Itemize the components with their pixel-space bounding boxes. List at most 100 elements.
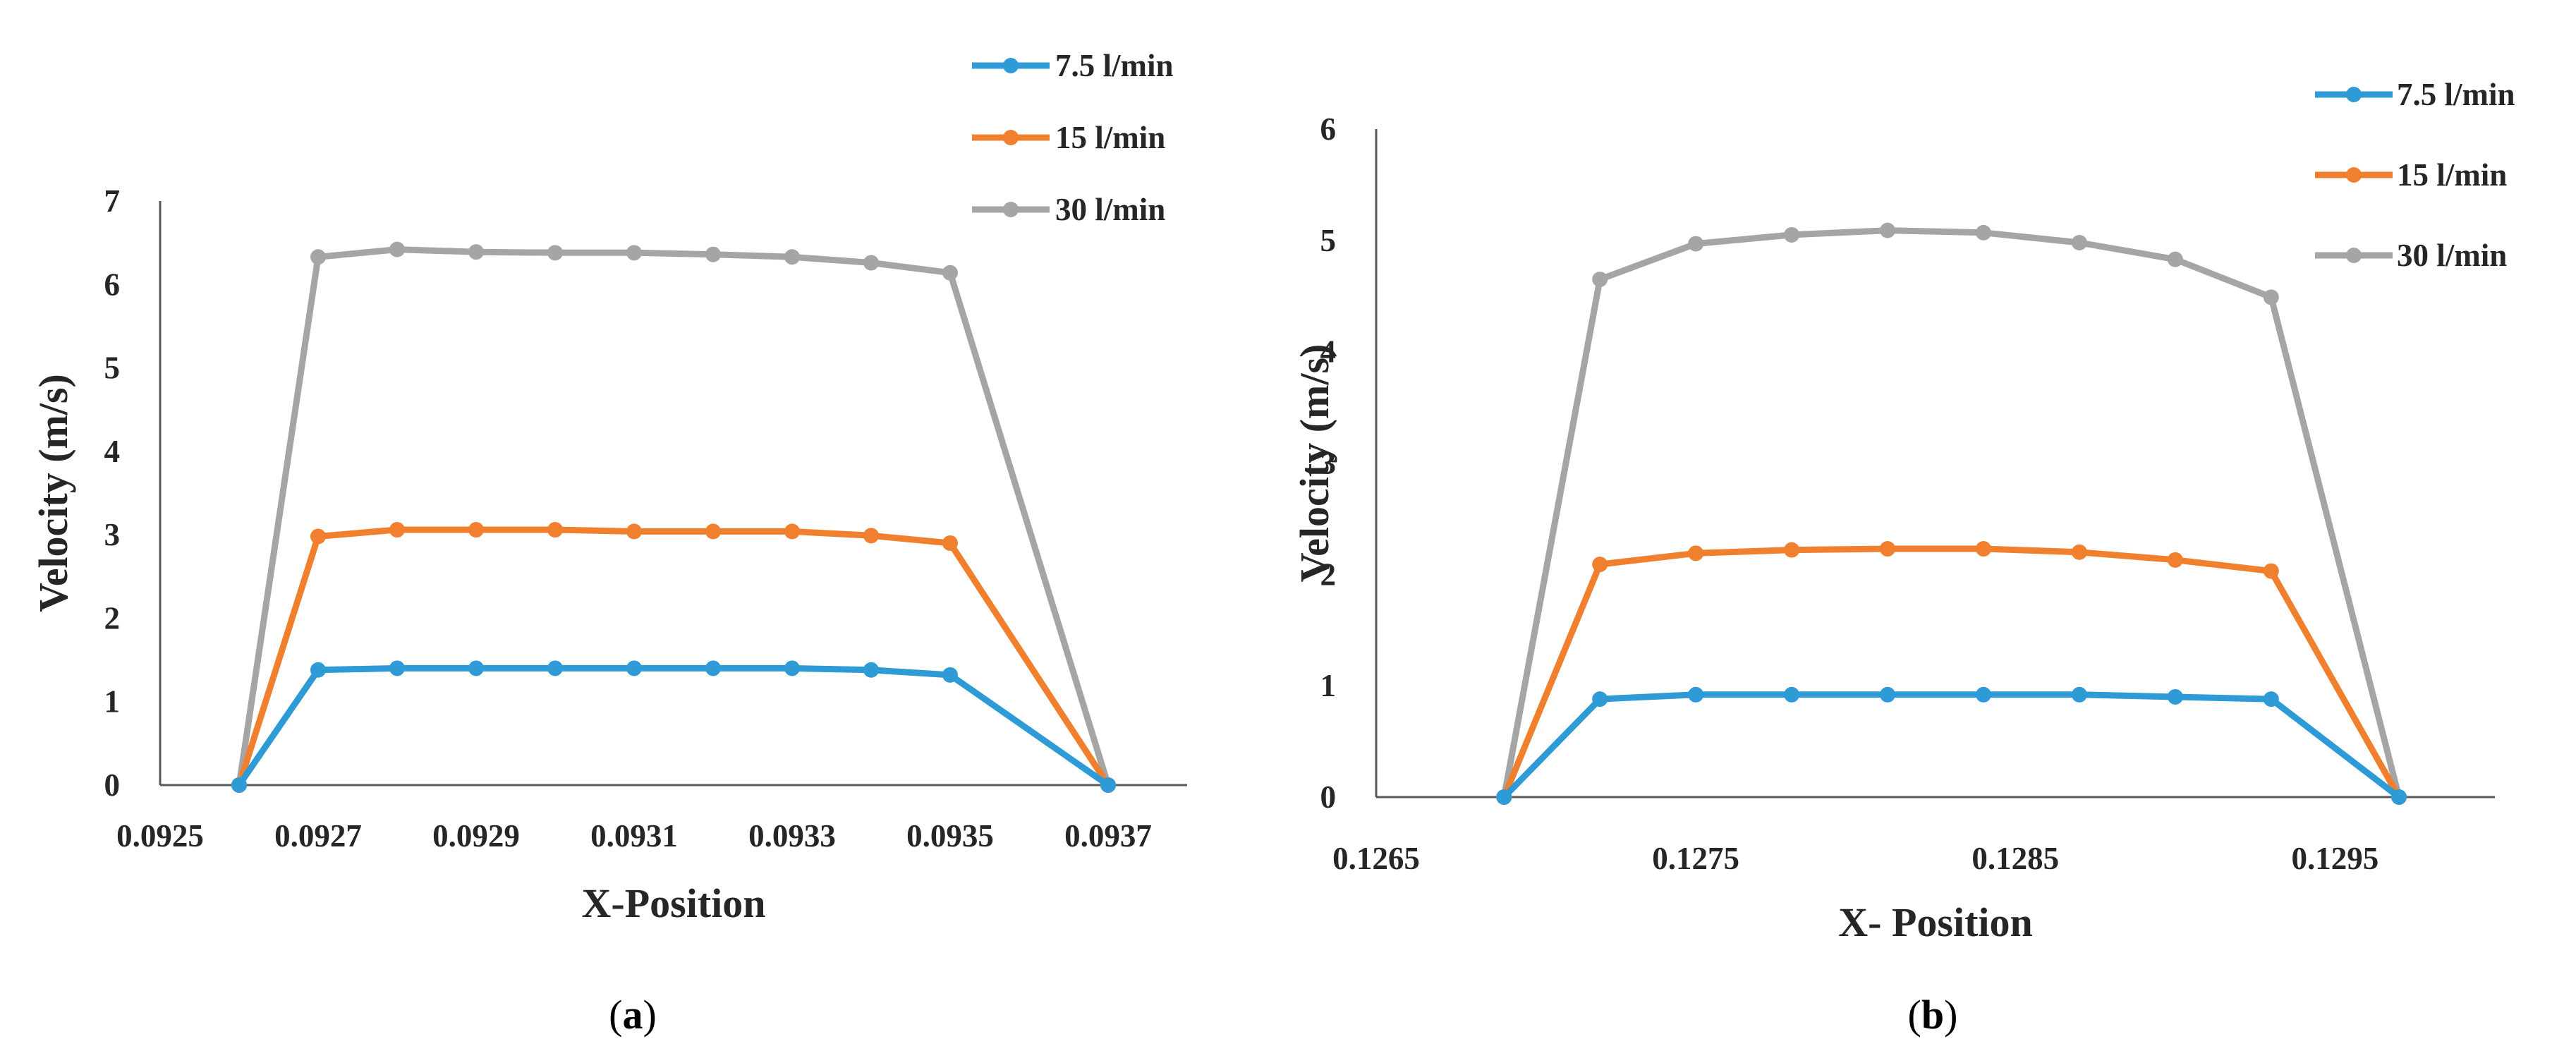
chart1-y-tick-label-5: 5 (1320, 223, 1337, 258)
chart0-series-1-point-6 (705, 523, 721, 540)
chart0-series-1-point-2 (389, 522, 405, 538)
chart0-x-tick-label-0: 0.0925 (116, 818, 204, 854)
chart0-series-1-point-8 (863, 528, 879, 544)
chart0-series-2-point-2 (389, 241, 405, 257)
chart0-x-tick-label-2: 0.0929 (432, 818, 520, 854)
chart0-series-1-point-7 (784, 523, 800, 540)
chart1-legend-label-0: 7.5 l/min (2397, 77, 2515, 112)
caption-b-letter: b (1921, 992, 1944, 1038)
chart0-legend-label-2: 30 l/min (1055, 192, 1165, 227)
chart1-x-tick-label-3: 0.1295 (2292, 841, 2379, 876)
chart0-y-tick-label-6: 6 (104, 267, 121, 302)
chart-panel-b: 0 1 2 3 4 5 6 0.1265 0.1275 0.1285 0.1295 X- Positi… (1292, 77, 2515, 945)
chart0-x-axis-title: X-Position (582, 880, 766, 926)
chart0-y-tick-label-5: 5 (104, 351, 121, 386)
chart0-y-tick-label-3: 3 (104, 517, 121, 552)
chart0-series-0-point-0 (231, 777, 247, 793)
chart1-series-1-point-8 (2263, 563, 2279, 579)
chart0-series-0-point-1 (310, 662, 326, 678)
chart0-y-tick-label-1: 1 (104, 684, 121, 719)
chart0-legend-label-1: 15 l/min (1055, 120, 1165, 155)
chart0-series-0-point-9 (942, 667, 958, 683)
chart0-series-0-point-3 (468, 660, 484, 676)
chart1-series-1-point-1 (1592, 557, 1608, 573)
chart0-legend-marker-2 (1003, 202, 1019, 217)
chart1-legend-marker-2 (2346, 248, 2362, 263)
chart1-series-line-0 (1502, 691, 2401, 800)
chart1-x-tick-label-0: 0.1265 (1332, 841, 1420, 876)
chart1-series-0-point-1 (1592, 691, 1608, 707)
chart0-x-tick-label-5: 0.0935 (906, 818, 994, 854)
chart0-series-1-point-1 (310, 528, 326, 545)
chart0-series-1-point-4 (547, 522, 563, 538)
chart0-series-1-point-3 (468, 522, 484, 538)
chart1-series-1-point-5 (1975, 541, 1991, 557)
chart1-series-line-1 (1501, 545, 2402, 799)
chart0-series-0-point-2 (389, 660, 405, 676)
chart1-y-tick-label-0: 0 (1320, 779, 1337, 815)
chart1-legend-marker-0 (2346, 87, 2362, 102)
caption-a: (a) (609, 992, 657, 1038)
chart0-series-0-point-4 (547, 660, 563, 676)
chart0-series-0-point-6 (705, 660, 721, 676)
chart1-y-tick-label-3: 3 (1320, 446, 1337, 481)
chart0-legend-marker-1 (1003, 130, 1019, 145)
chart1-series-1-point-3 (1784, 542, 1800, 558)
caption-a-letter: a (623, 992, 643, 1038)
chart0-series-2-point-1 (310, 249, 326, 265)
chart1-y-tick-label-6: 6 (1320, 111, 1337, 147)
chart0-series-1-point-9 (942, 535, 958, 551)
chart0-series-0-point-10 (1100, 777, 1116, 793)
chart1-series-2-point-3 (1784, 226, 1800, 243)
chart0-y-tick-label-4: 4 (104, 434, 121, 469)
chart1-legend-label-1: 15 l/min (2397, 157, 2507, 193)
chart0-series-2-point-9 (942, 265, 958, 281)
chart0-x-tick-label-1: 0.0927 (274, 818, 362, 854)
chart1-series-2-point-4 (1880, 222, 1896, 238)
chart1-series-2-point-8 (2263, 289, 2279, 305)
chart0-series-2-point-5 (626, 245, 642, 261)
chart1-series-2-point-6 (2071, 234, 2087, 250)
chart1-series-0-point-4 (1880, 686, 1896, 703)
chart1-series-1-point-6 (2071, 544, 2087, 560)
chart0-y-tick-label-7: 7 (104, 183, 121, 219)
chart1-series-0-point-7 (2167, 688, 2183, 705)
chart1-y-axis-title: Velocity (m/s) (1292, 344, 1337, 583)
chart0-series-0-point-5 (626, 660, 642, 676)
chart0-series-0-point-7 (784, 660, 800, 676)
chart0-y-axis-title: Velocity (m/s) (30, 374, 76, 612)
chart1-series-line-2 (1500, 227, 2402, 798)
chart0-y-tick-label-0: 0 (104, 767, 121, 803)
chart1-series-0-point-2 (1688, 686, 1704, 703)
chart0-series-2-point-7 (784, 249, 800, 265)
chart1-series-0-point-6 (2071, 686, 2087, 703)
chart1-series-1-point-7 (2167, 552, 2183, 568)
chart1-x-tick-label-1: 0.1275 (1652, 841, 1739, 876)
chart0-series-2-point-6 (705, 246, 721, 262)
chart1-legend-marker-1 (2346, 167, 2362, 183)
chart0-series-0-point-8 (863, 662, 879, 678)
chart1-y-tick-label-2: 2 (1320, 557, 1337, 592)
chart0-legend-marker-0 (1003, 58, 1019, 73)
chart0-legend-label-0: 7.5 l/min (1055, 48, 1174, 83)
chart0-x-tick-label-6: 0.0937 (1064, 818, 1152, 854)
chart0-x-tick-label-3: 0.0931 (590, 818, 678, 854)
chart0-series-2-point-8 (863, 255, 879, 271)
chart0-series-2-point-3 (468, 244, 484, 260)
chart1-series-0-point-3 (1784, 686, 1800, 703)
chart1-x-axis-title: X- Position (1838, 899, 2033, 945)
chart1-series-1-point-4 (1880, 541, 1896, 557)
chart1-series-2-point-7 (2167, 251, 2183, 267)
chart0-series-2-point-4 (547, 245, 563, 261)
chart-panel-a: 0 1 2 3 4 5 6 7 0.0925 0.0927 0.0929 0.0931 0.0933 0.… (30, 48, 1187, 926)
chart0-series-1-point-5 (626, 523, 642, 540)
chart0-y-tick-label-2: 2 (104, 600, 121, 636)
chart1-series-0-point-5 (1975, 686, 1991, 703)
chart1-series-2-point-2 (1688, 236, 1704, 252)
chart1-y-tick-label-1: 1 (1320, 668, 1337, 703)
chart1-y-tick-label-4: 4 (1320, 334, 1337, 370)
chart1-x-tick-label-2: 0.1285 (1972, 841, 2059, 876)
chart1-series-0-point-8 (2263, 691, 2279, 707)
chart1-series-0-point-9 (2391, 789, 2407, 805)
chart1-series-2-point-5 (1975, 224, 1991, 241)
